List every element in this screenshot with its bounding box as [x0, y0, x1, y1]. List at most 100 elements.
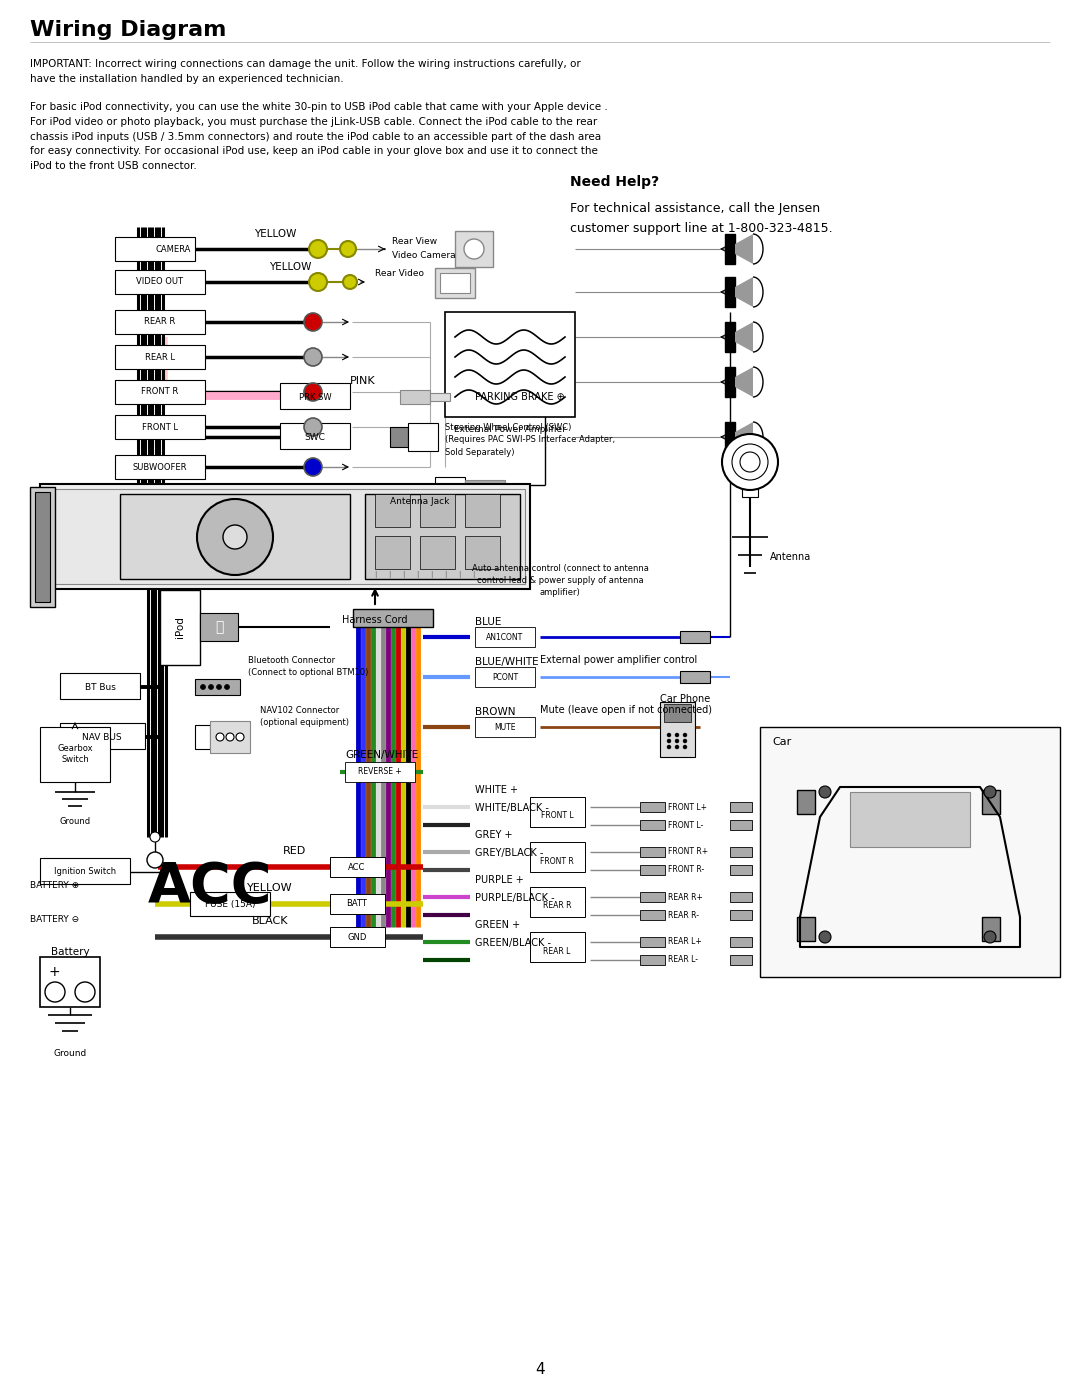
Bar [730, 847, 752, 856]
Bar [725, 321, 735, 352]
Text: GREEN/WHITE: GREEN/WHITE [345, 750, 418, 760]
Text: GREEN +: GREEN + [475, 921, 521, 930]
Bar [530, 842, 585, 872]
Circle shape [303, 383, 322, 401]
Bar [445, 312, 575, 416]
Bar [420, 536, 455, 569]
Text: Rear Video: Rear Video [375, 270, 424, 278]
Bar [730, 802, 752, 812]
Text: BLUE/WHITE: BLUE/WHITE [475, 657, 539, 666]
Text: BLACK: BLACK [252, 916, 288, 926]
Circle shape [222, 525, 247, 549]
Circle shape [45, 982, 65, 1002]
Text: PCONT: PCONT [491, 672, 518, 682]
Bar [475, 666, 535, 687]
Bar [664, 704, 691, 722]
Bar [730, 909, 752, 921]
Circle shape [984, 787, 996, 798]
Bar [408, 423, 438, 451]
Circle shape [343, 275, 357, 289]
Circle shape [309, 272, 327, 291]
Circle shape [667, 733, 671, 738]
Circle shape [675, 733, 679, 738]
Bar [420, 495, 455, 527]
Text: Rear View: Rear View [392, 236, 437, 246]
Bar [35, 492, 50, 602]
Circle shape [309, 240, 327, 258]
Polygon shape [735, 277, 753, 307]
Circle shape [732, 444, 768, 481]
Bar [120, 495, 350, 578]
Bar [45, 489, 525, 584]
Circle shape [340, 242, 356, 257]
Text: Mute (leave open if not connected): Mute (leave open if not connected) [540, 705, 712, 715]
Polygon shape [735, 235, 753, 264]
Text: Ground: Ground [53, 1049, 86, 1058]
Text: REVERSE +: REVERSE + [359, 767, 402, 777]
Text: REAR R: REAR R [145, 317, 176, 327]
Text: CAMERA: CAMERA [156, 244, 190, 253]
Text: iPod: iPod [175, 616, 185, 638]
Circle shape [667, 739, 671, 743]
Text: REAR L-: REAR L- [669, 956, 698, 964]
Bar [40, 726, 110, 782]
Bar [725, 235, 735, 264]
Bar [660, 703, 696, 757]
Bar [375, 495, 410, 527]
Text: SUBWOOFER: SUBWOOFER [133, 462, 187, 472]
Bar [30, 488, 55, 608]
Text: |: | [388, 570, 390, 577]
Text: 4: 4 [536, 1362, 544, 1376]
Text: +: + [49, 965, 59, 979]
Text: FRONT L: FRONT L [541, 812, 573, 820]
Text: VIDEO OUT: VIDEO OUT [136, 278, 184, 286]
Text: YELLOW: YELLOW [269, 263, 311, 272]
Bar [430, 393, 450, 401]
Bar [114, 380, 205, 404]
Bar [797, 789, 815, 814]
Circle shape [984, 930, 996, 943]
Bar [210, 721, 249, 753]
Circle shape [683, 733, 687, 738]
Text: BT Bus: BT Bus [84, 683, 116, 692]
Bar [640, 956, 665, 965]
Circle shape [225, 685, 229, 690]
Bar [114, 310, 205, 334]
Circle shape [683, 739, 687, 743]
Bar [850, 792, 970, 847]
Text: Antenna Jack: Antenna Jack [390, 496, 449, 506]
Circle shape [683, 745, 687, 749]
Bar [195, 679, 240, 694]
Text: BLUE: BLUE [475, 617, 501, 627]
Text: |: | [416, 570, 418, 577]
Bar [435, 476, 465, 493]
Bar [530, 932, 585, 963]
Text: BATT: BATT [347, 900, 367, 908]
Text: FRONT R+: FRONT R+ [669, 848, 708, 856]
Text: ACC: ACC [349, 862, 366, 872]
Circle shape [201, 685, 205, 690]
Bar [640, 937, 665, 947]
Bar [725, 277, 735, 307]
Bar [330, 856, 384, 877]
Circle shape [819, 930, 831, 943]
Bar [40, 858, 130, 884]
Bar [730, 956, 752, 965]
Text: NAV102 Connector
(optional equipment): NAV102 Connector (optional equipment) [260, 707, 349, 726]
Text: GREEN/BLACK -: GREEN/BLACK - [475, 937, 551, 949]
Text: Steering Wheel Control (SWC)
(Requires PAC SWI-PS Interface Adapter,
Sold Separa: Steering Wheel Control (SWC) (Requires P… [445, 423, 616, 457]
Bar [982, 916, 1000, 942]
Bar [640, 909, 665, 921]
Polygon shape [735, 321, 753, 352]
Bar [330, 894, 384, 914]
Bar [40, 483, 530, 590]
Circle shape [464, 239, 484, 258]
Circle shape [819, 787, 831, 798]
Circle shape [303, 313, 322, 331]
Text: FRONT R: FRONT R [540, 856, 573, 866]
Bar [114, 345, 205, 369]
Bar [400, 390, 430, 404]
Text: FRONT L+: FRONT L+ [669, 802, 707, 812]
Circle shape [226, 733, 234, 740]
Text: ⭘: ⭘ [215, 620, 224, 634]
